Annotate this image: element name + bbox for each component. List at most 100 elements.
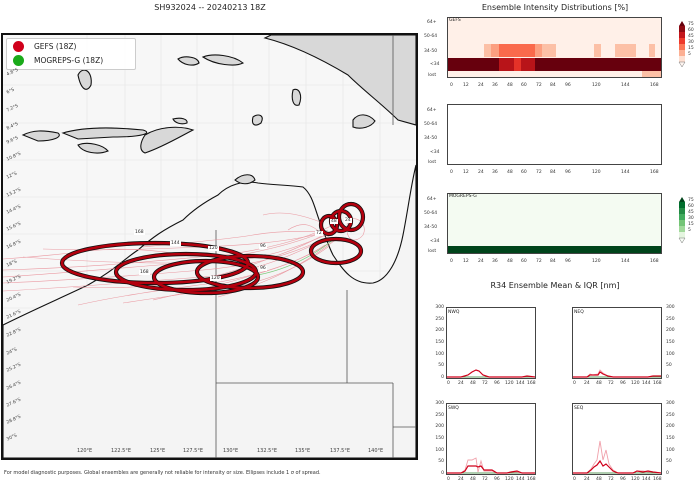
y-tick: 300 <box>435 305 444 310</box>
y-tick: 250 <box>666 412 675 418</box>
x-tick: 168 <box>650 83 659 88</box>
ellipse-label: 168 <box>139 270 150 275</box>
colorbar-tick: 75 <box>688 22 694 27</box>
y-tick: 100 <box>666 351 675 357</box>
y-tick: 50-64 <box>424 34 438 39</box>
lon-label: 135°E <box>295 448 311 454</box>
x-tick: 72 <box>608 381 614 386</box>
gefs-marker-icon <box>13 40 24 52</box>
x-tick: 84 <box>550 83 556 88</box>
gefs-colorbar <box>678 21 686 67</box>
ellipse-label: 48 <box>330 219 338 224</box>
ellipse-label: 168 <box>134 230 145 235</box>
mogreps-colorbar <box>678 197 686 243</box>
x-tick: 36 <box>492 170 498 175</box>
x-tick: 168 <box>527 477 536 482</box>
x-tick: 12 <box>463 83 469 88</box>
intensity-title: Ensemble Intensity Distributions [%] <box>481 3 629 12</box>
legend-item-gefs: GEFS (18Z) <box>7 39 135 53</box>
x-tick: 0 <box>450 259 453 264</box>
x-tick: 60 <box>521 83 527 88</box>
lon-label: 127.5°E <box>183 448 203 454</box>
x-axis-ticks: 0 12 24 36 48 60 72 84 96 120 144 168 <box>449 83 664 91</box>
y-tick: lost <box>428 249 437 254</box>
x-tick: 0 <box>450 83 453 88</box>
x-tick: 84 <box>550 259 556 264</box>
r34-y-ticks-left: 300 250 200 150 100 50 0 <box>430 401 444 483</box>
x-tick: 96 <box>494 477 500 482</box>
x-tick: 24 <box>478 170 484 175</box>
colorbar-tick: 45 <box>688 34 694 39</box>
x-tick: 24 <box>584 477 590 482</box>
r34-swq-panel <box>446 403 536 475</box>
x-tick: 144 <box>621 83 630 88</box>
x-axis-ticks: 0 12 24 36 48 60 72 84 96 120 144 168 <box>449 170 664 178</box>
figure-title: SH932024 -- 20240213 18Z <box>154 3 266 12</box>
x-tick: 168 <box>527 381 536 386</box>
x-tick: 0 <box>573 477 576 482</box>
ellipse-label: 96 <box>259 244 267 249</box>
y-tick: 50-64 <box>424 211 438 216</box>
x-tick: 144 <box>516 477 525 482</box>
x-tick: 48 <box>507 259 513 264</box>
x-tick: 168 <box>653 381 662 386</box>
legend-label: MOGREPS-G (18Z) <box>34 55 104 65</box>
lon-label: 125°E <box>150 448 166 454</box>
ellipse-label: 96 <box>259 266 267 271</box>
r34-x-ticks: 0 24 48 72 96 120 144 168 <box>572 381 664 389</box>
x-tick: 0 <box>447 381 450 386</box>
y-tick: 50 <box>438 363 444 369</box>
coastlines <box>3 35 416 458</box>
y-tick: 64+ <box>427 20 437 25</box>
x-tick: 60 <box>521 259 527 264</box>
x-tick: 36 <box>492 83 498 88</box>
x-axis-ticks: 0 12 24 36 48 60 72 84 96 120 144 168 <box>449 259 664 267</box>
colorbar-tick: 60 <box>688 204 694 209</box>
panel-label: MOGREPS-G <box>449 194 477 199</box>
y-tick: 64+ <box>427 197 437 202</box>
x-tick: 0 <box>450 170 453 175</box>
panel-label: NWQ <box>448 310 460 315</box>
x-tick: 24 <box>458 381 464 386</box>
state-borders <box>215 35 416 458</box>
lon-label: 132.5°E <box>257 448 277 454</box>
mogreps-intensity-panel <box>447 193 662 254</box>
x-tick: 72 <box>482 477 488 482</box>
x-tick: 0 <box>573 381 576 386</box>
ellipse-label: 120 <box>208 246 219 251</box>
lon-label: 140°E <box>368 448 384 454</box>
x-tick: 96 <box>620 477 626 482</box>
r34-y-ticks-right: 300 250 200 150 100 50 0 <box>666 305 680 387</box>
ellipse-label: 144 <box>170 241 181 246</box>
ellipse-label: 24 <box>344 218 352 223</box>
y-tick: 150 <box>666 340 675 346</box>
colorbar-tick: 45 <box>688 210 694 215</box>
x-tick: 12 <box>463 259 469 264</box>
y-tick: 300 <box>666 401 675 406</box>
x-tick: 24 <box>584 381 590 386</box>
y-tick: 50 <box>666 363 672 369</box>
colorbar-tick: 75 <box>688 198 694 203</box>
colorbar-tick: 30 <box>688 40 694 45</box>
footnote: For model diagnostic purposes. Global en… <box>4 470 321 476</box>
y-tick: 250 <box>666 316 675 322</box>
map-legend: GEFS (18Z) MOGREPS-G (18Z) <box>6 38 136 70</box>
r34-nwq-panel <box>446 307 536 379</box>
legend-item-mogreps: MOGREPS-G (18Z) <box>7 53 135 67</box>
ellipse-label: 72 <box>315 231 323 236</box>
x-tick: 168 <box>650 259 659 264</box>
y-tick: 200 <box>435 328 444 334</box>
x-tick: 120 <box>631 477 640 482</box>
x-tick: 48 <box>596 477 602 482</box>
y-tick: <34 <box>430 239 440 244</box>
x-tick: 48 <box>507 83 513 88</box>
gefs-heatmap <box>448 18 661 77</box>
x-tick: 72 <box>536 259 542 264</box>
r34-seq-panel <box>572 403 662 475</box>
colorbar-tick: 15 <box>688 46 694 51</box>
y-tick: 0 <box>441 375 444 381</box>
x-tick: 96 <box>565 259 571 264</box>
y-tick: lost <box>428 73 437 78</box>
legend-label: GEFS (18Z) <box>34 41 77 51</box>
x-tick: 72 <box>482 381 488 386</box>
